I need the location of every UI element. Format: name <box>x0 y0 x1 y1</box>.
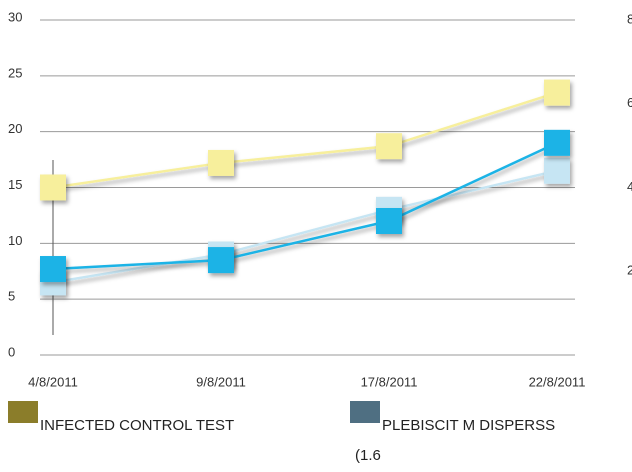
point-marker <box>544 157 570 184</box>
point-marker <box>376 208 402 234</box>
y2-tick-label: 2 <box>627 263 632 278</box>
y-tick-label: 10 <box>8 233 22 248</box>
y2-tick-label: 4 <box>627 179 632 194</box>
x-tick-label: 4/8/2011 <box>28 374 78 389</box>
point-marker <box>544 129 570 156</box>
y-tick-label: 5 <box>8 289 15 304</box>
point-marker <box>544 79 570 106</box>
point-marker <box>376 133 402 160</box>
y2-tick-label: 6 <box>627 95 632 110</box>
annotation: (1.6 <box>355 447 381 464</box>
y-tick-label: 15 <box>8 177 22 192</box>
point-marker <box>208 149 234 176</box>
point-marker <box>40 174 66 201</box>
x-tick-label: 17/8/2011 <box>361 374 418 389</box>
point-marker <box>208 247 234 274</box>
legend-swatch <box>8 401 38 423</box>
y-tick-label: 20 <box>8 121 22 136</box>
x-tick-label: 9/8/2011 <box>196 374 246 389</box>
y-tick-label: 0 <box>8 344 15 359</box>
legend-swatch <box>350 401 380 423</box>
legend-label: PLEBISCIT M DISPERSS <box>382 417 555 434</box>
series-line <box>52 91 558 189</box>
x-tick-label: 22/8/2011 <box>529 374 586 389</box>
y2-tick-label: 8 <box>627 11 632 26</box>
series-line <box>52 141 558 271</box>
y-tick-label: 30 <box>8 9 22 24</box>
legend-label: INFECTED CONTROL TEST <box>40 417 234 434</box>
point-marker <box>40 256 66 283</box>
series-line <box>52 169 558 284</box>
y-tick-label: 25 <box>8 65 22 80</box>
